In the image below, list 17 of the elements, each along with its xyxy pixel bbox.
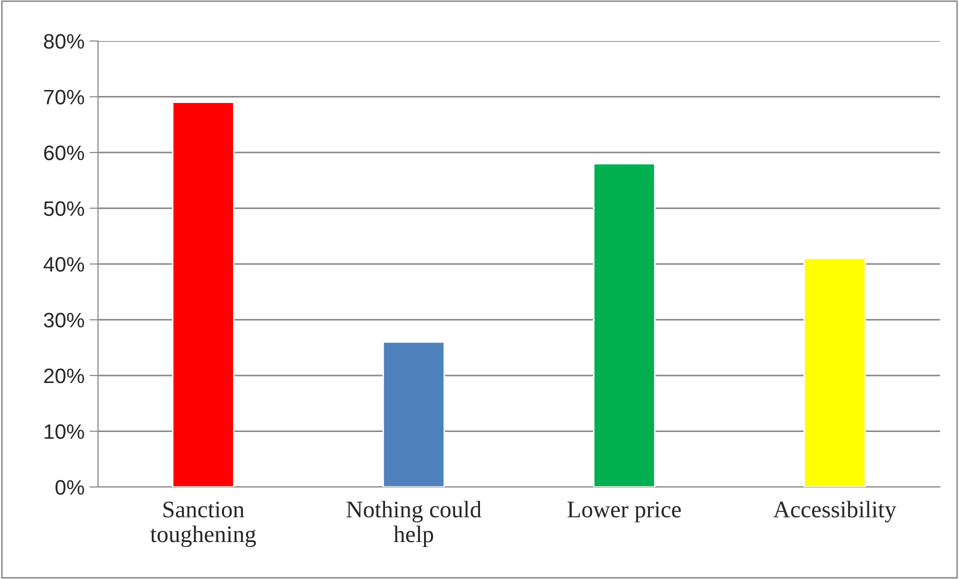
y-tick-label: 10% [44, 424, 84, 440]
bar [804, 258, 866, 487]
y-tick-label: 80% [44, 34, 84, 49]
bar [593, 162, 656, 487]
y-tick-label: 70% [44, 90, 84, 105]
x-tick-label: Lower price [568, 502, 681, 522]
y-tick-label: 0% [56, 480, 84, 495]
y-tick-label: 30% [44, 312, 84, 328]
x-tick-label: Sanction toughening [150, 502, 256, 548]
bar [172, 102, 234, 487]
x-tick-label: Nothing could help [346, 500, 482, 548]
y-tick-label: 20% [44, 368, 84, 384]
x-tick-label: Accessibility [773, 500, 896, 522]
y-tick-label: 60% [44, 146, 84, 160]
y-tick-label: 50% [44, 201, 84, 216]
bar [382, 341, 445, 487]
y-tick-label: 40% [44, 257, 84, 272]
